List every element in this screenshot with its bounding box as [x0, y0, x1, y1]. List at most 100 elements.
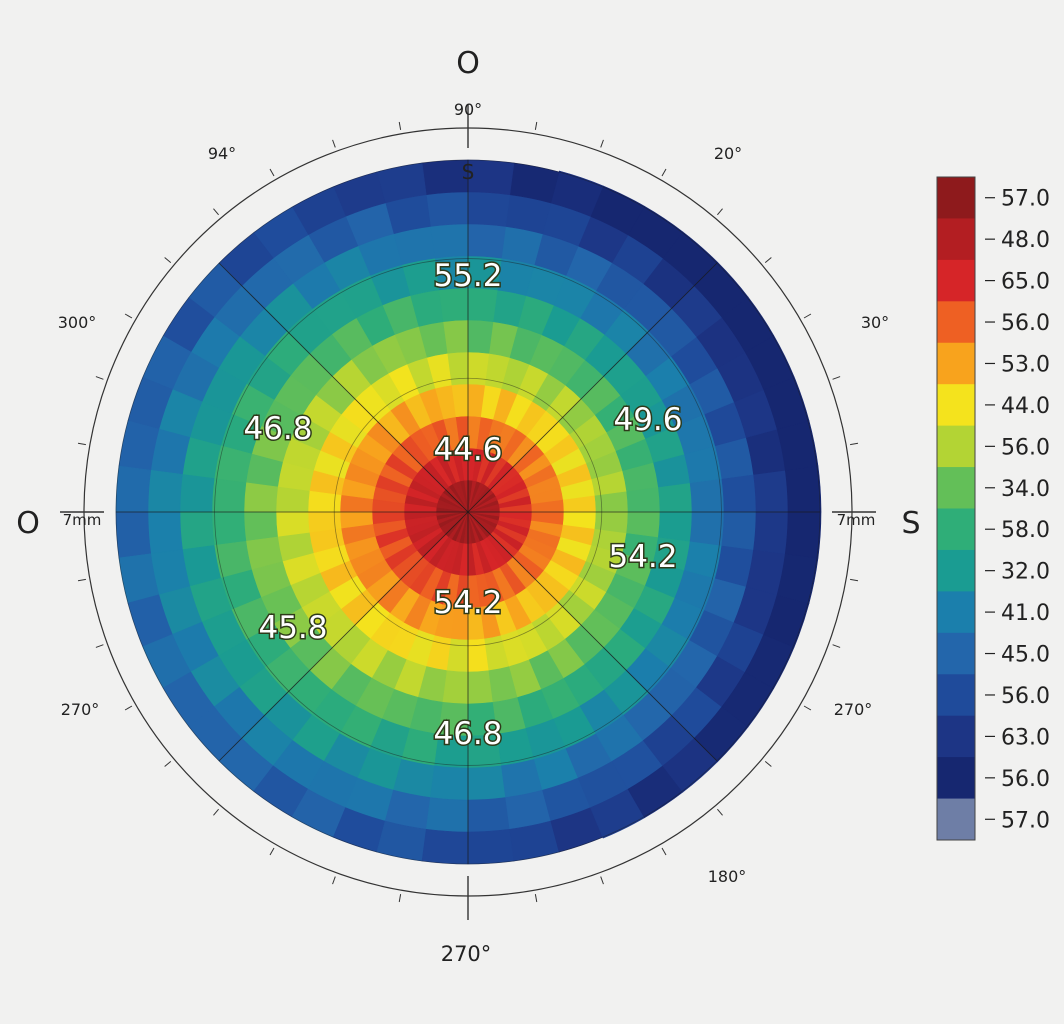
orientation-label-left: O [16, 506, 40, 541]
heat-cell [626, 511, 661, 538]
angle-label-300: 300° [58, 313, 97, 332]
legend-label: 34.0 [1001, 477, 1050, 502]
outer-tick [850, 578, 859, 582]
outer-tick [164, 761, 172, 767]
outer-tick [164, 257, 172, 263]
value-label-lower-center: 54.2 [433, 585, 502, 621]
grid-radial-line [218, 262, 718, 762]
legend-swatch [937, 218, 975, 261]
outer-tick [600, 876, 604, 885]
legend-label: 56.0 [1001, 684, 1050, 709]
outer-tick [269, 847, 275, 856]
value-label-lower-left: 45.8 [258, 610, 327, 646]
legend-label: 57.0 [1001, 187, 1050, 212]
outer-tick [398, 121, 402, 130]
outer-tick [332, 876, 336, 885]
value-label-center: 44.6 [433, 432, 502, 468]
heat-cell [211, 511, 247, 546]
outer-tick [832, 376, 841, 380]
legend-swatch [937, 549, 975, 592]
outer-tick [850, 442, 859, 446]
legend-swatch [937, 591, 975, 634]
outer-tick [213, 808, 219, 816]
legend-swatch [937, 425, 975, 468]
legend-swatch [937, 798, 975, 841]
heat-cell [721, 511, 757, 550]
value-label-top: 55.2 [433, 258, 502, 294]
heat-cell [425, 191, 469, 227]
heatmap-cells [115, 159, 822, 865]
orientation-label-top: O [456, 46, 480, 81]
heat-cell [211, 478, 247, 513]
heat-cell [147, 469, 183, 513]
legend-swatch [937, 715, 975, 758]
heat-cell [179, 511, 215, 550]
heat-cell [753, 469, 789, 513]
angle-label-30: 30° [861, 313, 889, 332]
legend-label: 65.0 [1001, 270, 1050, 295]
orientation-label-bottom: 270° [441, 942, 492, 966]
value-label-right: 54.2 [608, 539, 677, 575]
outer-tick [717, 208, 723, 216]
heat-cell [753, 511, 789, 555]
value-label-upper-left: 46.8 [243, 411, 312, 447]
heat-cell [243, 511, 278, 542]
outer-scale-ring [60, 104, 876, 920]
legend-label: 48.0 [1001, 228, 1050, 253]
heat-cell [275, 486, 310, 513]
legend-swatch [937, 467, 975, 509]
legend-swatch [937, 301, 975, 344]
color-legend: 57.0 48.0 65.0 56.0 53.0 44.0 56.0 34.0 58.0 32.0… [936, 176, 1050, 841]
orientation-label-right: S [901, 506, 920, 541]
radius-label-left: 7mm [63, 511, 102, 529]
angle-label-20: 20° [714, 144, 742, 163]
heat-cell [658, 511, 693, 542]
heat-cell [467, 191, 511, 227]
outer-tick [661, 168, 667, 177]
map-grid [115, 159, 821, 865]
outer-tick [77, 578, 86, 582]
legend-swatch [937, 508, 975, 551]
heat-cell [721, 474, 757, 513]
heat-cell [784, 465, 822, 513]
legend-swatch [937, 757, 975, 800]
legend-label: 41.0 [1001, 601, 1050, 626]
outer-tick [534, 121, 538, 130]
value-label-bottom: 46.8 [433, 716, 502, 752]
outer-tick [534, 894, 538, 903]
heat-cell [442, 670, 469, 705]
angle-label-270-right: 270° [834, 700, 873, 719]
outer-tick [600, 139, 604, 148]
heat-cell [115, 465, 152, 513]
legend-swatch [937, 674, 975, 717]
legend-label: 56.0 [1001, 767, 1050, 792]
outer-tick [661, 847, 667, 856]
angle-label-270-left: 270° [61, 700, 100, 719]
legend-swatch [937, 384, 975, 427]
heat-cell [658, 482, 693, 513]
heat-cell [467, 159, 515, 196]
heat-cell [243, 482, 278, 513]
legend-label: 56.0 [1001, 435, 1050, 460]
outer-tick [77, 442, 86, 446]
heat-cell [467, 223, 506, 259]
outer-tick [803, 313, 812, 319]
outer-tick [95, 376, 104, 380]
angle-label-90: 90° [454, 100, 482, 119]
outer-tick [832, 644, 841, 648]
outer-tick [269, 168, 275, 177]
outer-tick [764, 257, 772, 263]
angle-label-94: 94° [208, 144, 236, 163]
angle-label-180: 180° [708, 867, 747, 886]
outer-tick [124, 705, 133, 711]
legend-label: 56.0 [1001, 311, 1050, 336]
outer-tick [717, 808, 723, 816]
heat-cell [421, 828, 469, 865]
legend-swatch [937, 632, 975, 675]
heat-cell [147, 511, 183, 555]
outer-tick [398, 894, 402, 903]
legend-frame [936, 176, 976, 841]
outer-tick [95, 644, 104, 648]
heat-cell [179, 474, 215, 513]
grid-circle [333, 377, 603, 647]
